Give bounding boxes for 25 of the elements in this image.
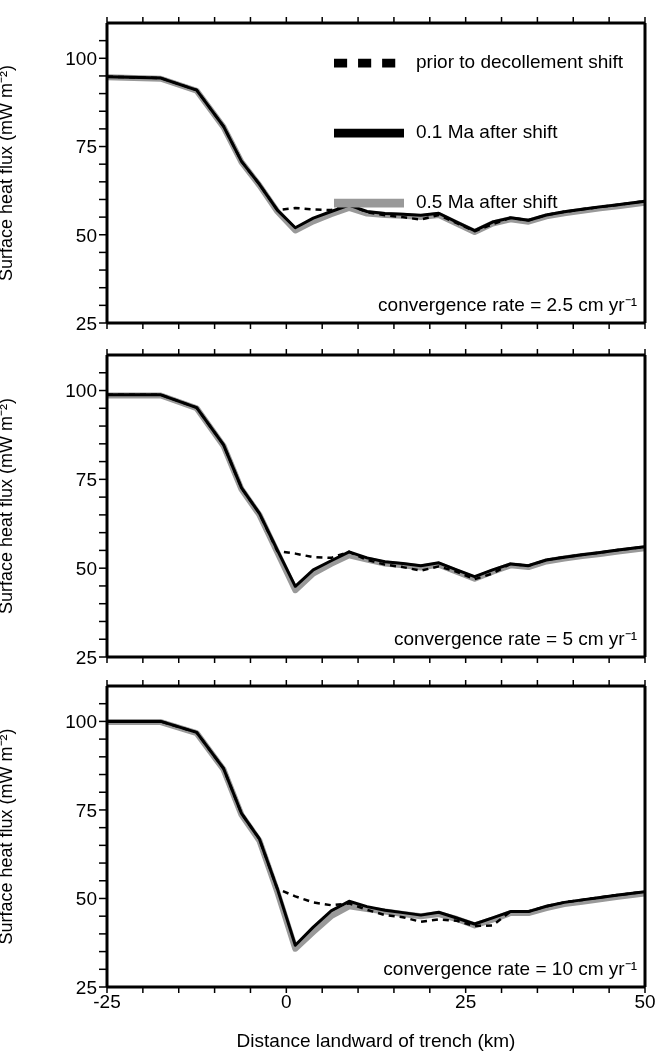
y-tick-label: 75 [75,136,97,158]
y-tick-label: 25 [75,312,97,334]
y-tick-label: 25 [75,646,97,668]
annotation: convergence rate = 2.5 cm yr⁻¹ [378,293,637,317]
y-axis-title: Surface heat flux (mW m⁻²) [0,397,17,615]
y-tick-label: 100 [65,380,97,402]
x-axis-title: Distance landward of trench (km) [236,1030,516,1051]
legend-label: 0.5 Ma after shift [416,191,558,213]
annotation: convergence rate = 5 cm yr⁻¹ [393,627,637,651]
y-tick-label: 100 [65,48,97,70]
x-tick-label: 0 [281,991,292,1013]
y-axis-title: Surface heat flux (mW m⁻²) [0,728,17,945]
y-tick-label: 50 [75,557,97,579]
legend-label: 0.1 Ma after shift [416,121,558,143]
y-tick-label: 75 [75,799,97,821]
y-tick-label: 50 [75,224,97,246]
y-axis-title: Surface heat flux (mW m⁻²) [0,64,17,282]
legend-label: prior to decollement shift [416,51,623,73]
y-tick-label: 75 [75,469,97,491]
annotation: convergence rate = 10 cm yr⁻¹ [383,957,637,981]
y-tick-label: 50 [75,888,97,910]
y-tick-label: 25 [75,976,97,998]
x-tick-label: 50 [634,991,655,1013]
x-tick-label: 25 [455,991,477,1013]
y-tick-label: 100 [65,711,97,733]
